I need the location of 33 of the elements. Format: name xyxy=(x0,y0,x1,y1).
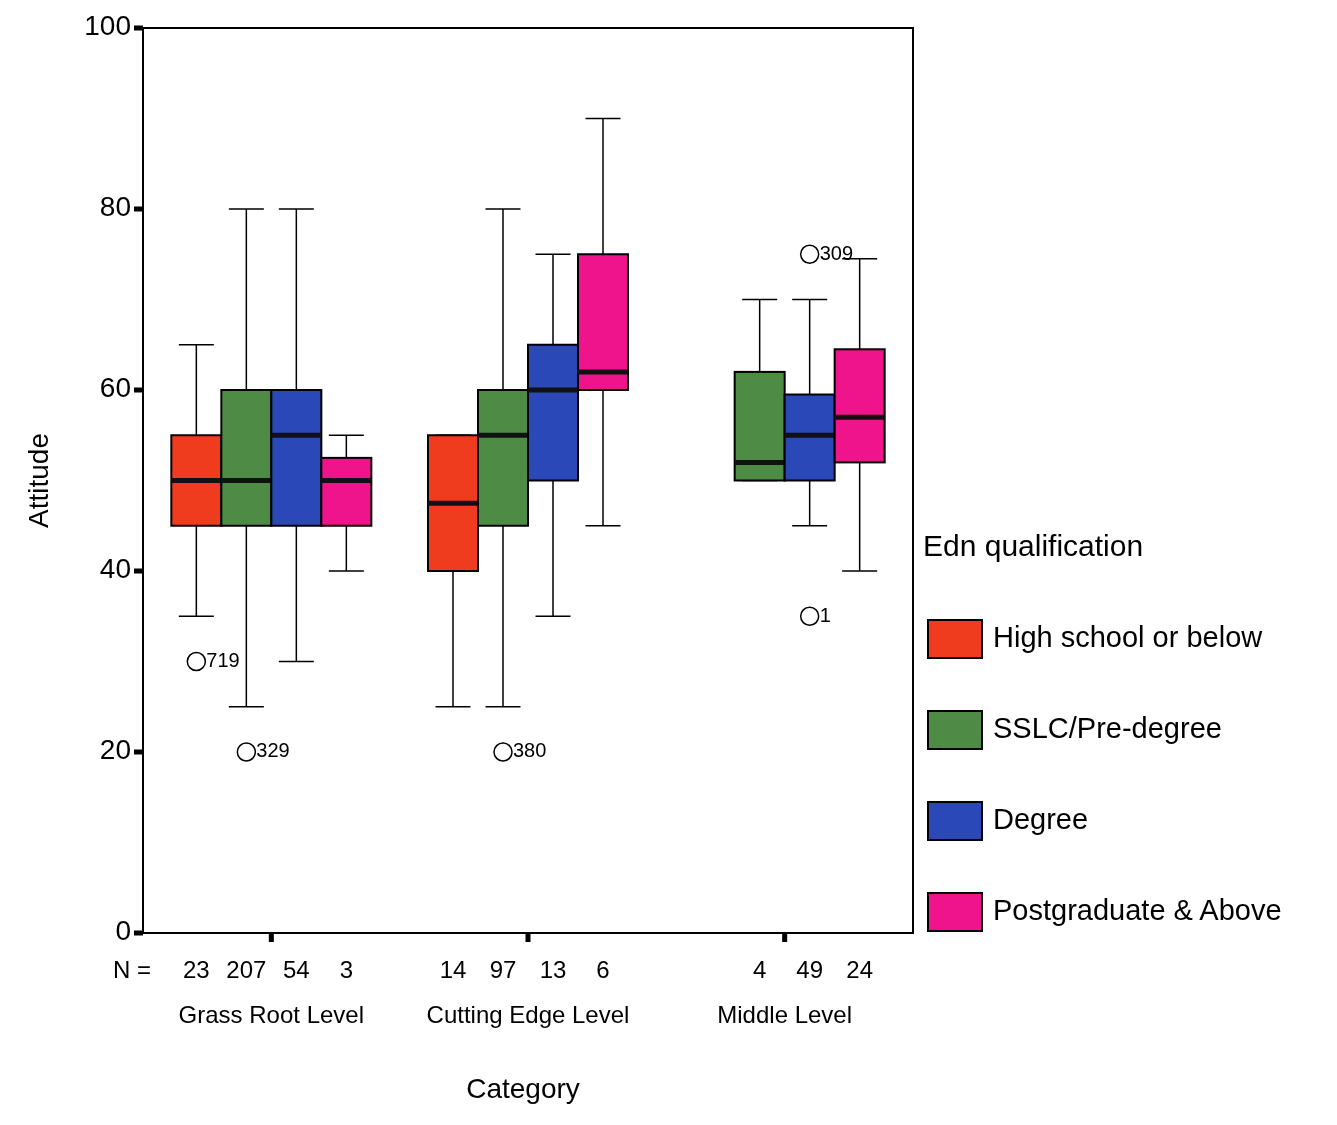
annotation: 329 xyxy=(256,739,290,762)
x-tick-label: Grass Root Level xyxy=(178,1001,365,1028)
annotation: 380 xyxy=(513,739,547,762)
text: N = xyxy=(113,956,152,983)
legend-label: Degree xyxy=(993,802,1089,835)
annotation: 309 xyxy=(819,241,854,264)
y-tick-label: 80 xyxy=(99,191,131,223)
legend-label: High school or below xyxy=(993,620,1264,653)
annotation: 719 xyxy=(206,648,240,671)
text: 13 xyxy=(539,956,567,983)
y-tick-label: 100 xyxy=(84,10,131,42)
text: 97 xyxy=(489,956,517,983)
x-tick-label: Middle Level xyxy=(717,1001,853,1028)
legend-label: SSLC/Pre-degree xyxy=(993,711,1222,744)
text: 54 xyxy=(282,956,310,983)
legend-label: Postgraduate & Above xyxy=(993,893,1282,926)
text: 24 xyxy=(846,956,874,983)
text: 4 xyxy=(752,956,767,983)
text: 14 xyxy=(439,956,467,983)
text: 23 xyxy=(182,956,210,983)
y-tick-label: 0 xyxy=(115,915,131,947)
legend-title: Edn qualification xyxy=(923,528,1144,562)
y-axis-title: Attitude xyxy=(23,433,54,528)
annotation: 1 xyxy=(819,603,831,626)
y-tick-label: 40 xyxy=(99,553,131,585)
text: 49 xyxy=(796,956,824,983)
y-tick-label: 60 xyxy=(99,372,131,404)
text: 3 xyxy=(339,956,354,983)
x-axis-title: Category xyxy=(466,1073,580,1104)
text: 207 xyxy=(226,956,267,983)
x-tick-label: Cutting Edge Level xyxy=(426,1001,630,1028)
y-tick-label: 20 xyxy=(99,734,131,766)
text: 6 xyxy=(596,956,610,983)
